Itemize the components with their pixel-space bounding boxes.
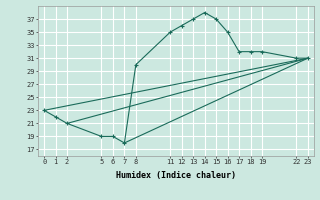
- X-axis label: Humidex (Indice chaleur): Humidex (Indice chaleur): [116, 171, 236, 180]
